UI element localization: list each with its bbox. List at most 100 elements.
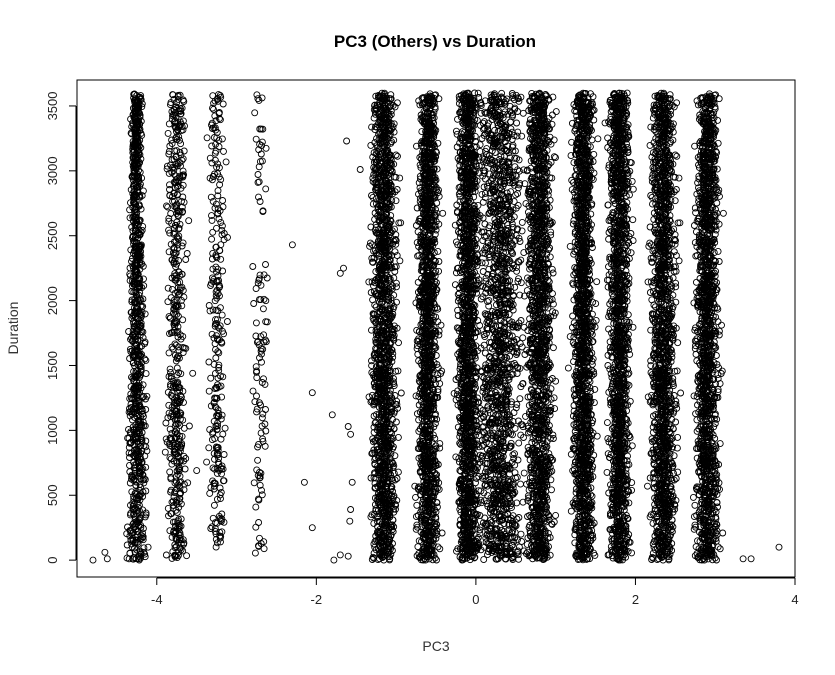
data-point (252, 135, 260, 143)
data-point (166, 181, 173, 189)
data-point (163, 162, 171, 170)
data-point (136, 487, 144, 494)
data-point (254, 171, 262, 178)
data-point (185, 217, 193, 225)
data-point (171, 553, 179, 561)
data-point (130, 278, 138, 286)
data-point (208, 216, 216, 224)
data-point (171, 229, 178, 237)
data-point (129, 176, 137, 184)
data-point (142, 395, 149, 403)
data-point (216, 247, 224, 254)
data-point (135, 360, 143, 368)
data-point (136, 336, 144, 344)
data-point (395, 339, 402, 347)
data-point (167, 475, 175, 483)
data-point (139, 295, 147, 303)
data-point (218, 510, 226, 518)
data-point (132, 405, 140, 413)
data-point (172, 318, 179, 325)
data-point (176, 331, 184, 339)
data-point (136, 261, 144, 269)
data-point (140, 275, 147, 283)
data-point (394, 468, 402, 476)
data-point (128, 334, 136, 342)
data-point (205, 387, 213, 395)
data-point (141, 340, 149, 348)
data-point (130, 519, 138, 527)
data-point (214, 348, 222, 356)
data-point (166, 186, 173, 193)
data-point (176, 105, 184, 113)
data-point (137, 252, 145, 260)
data-point (208, 142, 216, 150)
data-point (134, 104, 142, 112)
data-point (180, 344, 188, 352)
data-point (173, 297, 181, 305)
data-point (213, 316, 221, 324)
data-point (170, 457, 178, 465)
data-point (217, 218, 225, 226)
data-point (162, 419, 170, 427)
data-point (131, 261, 139, 269)
data-point (169, 249, 177, 257)
data-point (135, 173, 143, 181)
data-point (203, 134, 211, 142)
data-point (175, 448, 182, 456)
data-point (219, 100, 227, 108)
data-point (132, 555, 140, 563)
data-point (217, 538, 224, 546)
data-point (178, 283, 186, 291)
data-point (434, 247, 442, 255)
data-point (168, 140, 176, 148)
data-point (134, 452, 142, 460)
data-point (249, 263, 257, 270)
data-point (437, 321, 445, 329)
data-point (171, 305, 179, 313)
data-point (203, 458, 211, 466)
data-point (137, 144, 145, 152)
data-point (173, 319, 180, 327)
data-point (252, 503, 260, 511)
data-point (127, 536, 135, 544)
data-point (173, 430, 181, 438)
data-point (128, 288, 136, 295)
data-point (140, 475, 148, 483)
data-point (128, 416, 136, 424)
data-point (173, 245, 181, 253)
data-point (138, 534, 146, 542)
data-point (165, 373, 173, 380)
data-point (176, 531, 184, 539)
data-point (167, 473, 175, 481)
data-point (170, 442, 178, 449)
data-point (126, 454, 133, 461)
data-point (173, 218, 181, 226)
data-point (168, 429, 176, 437)
data-point (127, 501, 134, 509)
data-point (166, 425, 174, 433)
data-point (172, 487, 179, 495)
data-point (211, 149, 219, 157)
data-point (179, 416, 187, 424)
data-point (174, 126, 182, 134)
data-point (173, 128, 180, 136)
data-point (138, 308, 146, 316)
data-point (127, 186, 135, 194)
data-point (171, 544, 179, 552)
data-point (136, 127, 144, 135)
data-point (167, 210, 175, 217)
data-point (165, 120, 173, 128)
chart-title: PC3 (Others) vs Duration (334, 32, 536, 51)
data-point (125, 443, 133, 451)
data-point (209, 464, 217, 472)
data-point (142, 356, 150, 364)
data-point (252, 319, 260, 327)
data-point (169, 345, 177, 353)
data-point (135, 291, 143, 299)
data-point (131, 268, 139, 276)
data-point (133, 390, 141, 398)
data-point (176, 490, 184, 498)
data-point (137, 531, 145, 539)
data-point (173, 371, 181, 379)
data-point (252, 363, 260, 371)
